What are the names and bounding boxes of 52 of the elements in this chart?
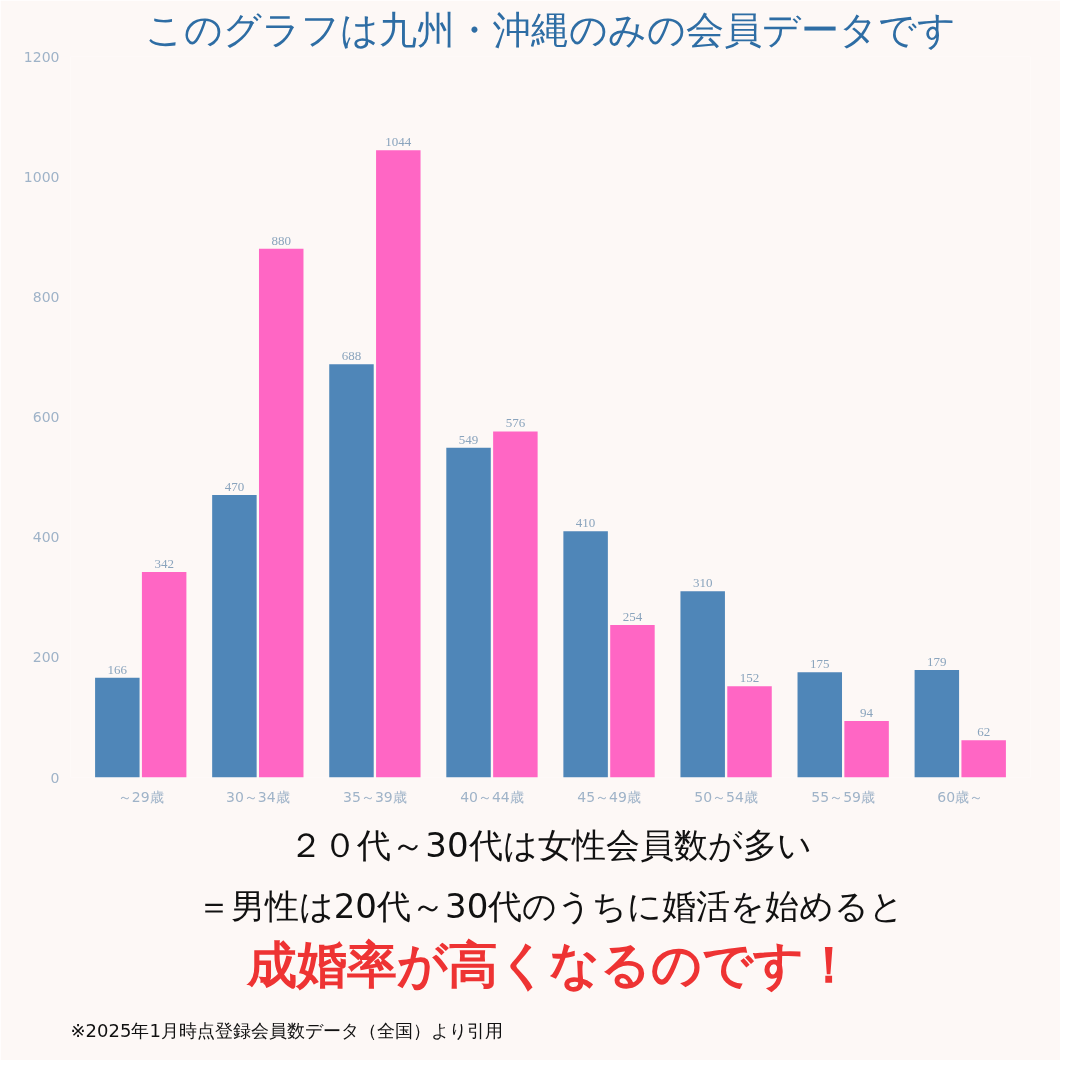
x-tick-label: 55～59歳 xyxy=(811,788,876,805)
y-tick-label: 600 xyxy=(32,409,60,425)
text: ２０代～30代は女性会員数が多い xyxy=(289,824,812,865)
data-label: 410 xyxy=(575,515,596,531)
text: ※2025年1月時点登録会員数データ（全国）より引用 xyxy=(70,1019,503,1041)
text: 成婚率が高くなるのです！ xyxy=(246,935,854,994)
data-label: 880 xyxy=(271,232,291,248)
bar xyxy=(329,364,374,778)
data-label: 94 xyxy=(860,705,874,721)
x-tick-label: 45～49歳 xyxy=(577,788,641,805)
bar xyxy=(141,572,187,778)
bar xyxy=(844,721,889,778)
data-label: 1044 xyxy=(385,134,412,150)
bar xyxy=(95,677,140,778)
data-label: 549 xyxy=(458,431,479,447)
x-tick-label: 30～34歳 xyxy=(226,788,290,805)
data-label: 310 xyxy=(692,575,713,591)
data-label: 342 xyxy=(154,556,174,572)
bar xyxy=(610,624,655,778)
data-label: 175 xyxy=(810,656,830,672)
bar xyxy=(727,686,772,778)
data-label: 166 xyxy=(107,661,128,677)
data-label: 688 xyxy=(341,348,362,364)
data-label: 62 xyxy=(977,724,991,740)
data-label: 470 xyxy=(224,479,245,495)
bar xyxy=(563,531,608,778)
y-tick-label: 0 xyxy=(50,769,60,786)
bar xyxy=(258,248,304,778)
bar xyxy=(680,591,725,778)
chart-title: このグラフは九州・沖縄のみの会員データです xyxy=(145,7,956,52)
x-tick-label: 60歳～ xyxy=(937,788,984,805)
data-label: 179 xyxy=(927,653,947,669)
y-tick-label: 200 xyxy=(32,649,60,666)
bar xyxy=(797,672,843,778)
y-tick-label: 400 xyxy=(32,529,60,546)
data-label: 152 xyxy=(739,670,760,686)
x-tick-label: ～29歳 xyxy=(117,788,164,805)
x-tick-label: 35～39歳 xyxy=(343,788,407,805)
x-tick-label: 50～54歳 xyxy=(694,788,758,805)
y-tick-label: 800 xyxy=(32,288,60,305)
bar xyxy=(446,447,491,778)
x-tick-label: 40～44歳 xyxy=(460,788,524,805)
y-tick-label: 1000 xyxy=(23,168,60,185)
bar xyxy=(961,740,1006,778)
data-label: 254 xyxy=(622,608,643,624)
text: ＝男性は20代～30代のうちに婚活を始めると xyxy=(196,885,905,926)
bar xyxy=(212,495,257,778)
data-label: 576 xyxy=(505,415,526,431)
bar xyxy=(376,150,421,778)
bar xyxy=(914,669,960,778)
y-tick-label: 1200 xyxy=(23,48,60,65)
bar xyxy=(493,431,538,778)
